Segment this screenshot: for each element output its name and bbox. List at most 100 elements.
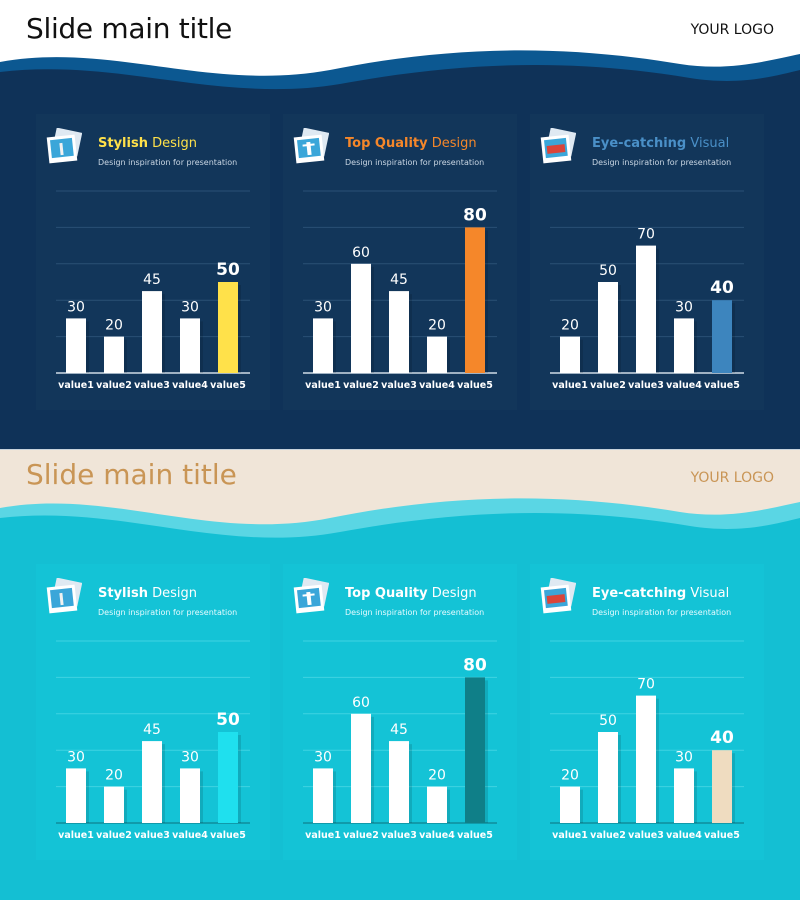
category-label: value5 — [210, 380, 246, 391]
category-label: value4 — [172, 380, 208, 391]
photo-stack-icon — [46, 578, 82, 614]
chart-panel-top-quality: Top Quality Design Design inspiration fo… — [283, 564, 517, 860]
panel-heading-rest: Design — [147, 586, 197, 601]
bar-value2 — [351, 713, 371, 823]
bar-value3 — [142, 741, 162, 823]
data-label: 80 — [463, 205, 487, 225]
photo-stack-icon — [293, 578, 329, 614]
bar-value1 — [66, 318, 86, 373]
data-label: 30 — [675, 749, 693, 765]
bar-value3 — [142, 291, 162, 373]
panel-subtitle: Design inspiration for presentation — [592, 608, 732, 617]
logo-text: YOUR LOGO — [690, 470, 774, 486]
data-label: 20 — [428, 768, 446, 784]
bar-value4 — [674, 768, 694, 823]
panel-heading: Eye-catching Visual — [592, 586, 729, 601]
data-label: 40 — [710, 728, 734, 748]
category-label: value5 — [704, 380, 740, 391]
category-label: value3 — [381, 830, 417, 841]
bar-chart: 20 value1 50 value2 70 value3 30 value4 40 value5 — [550, 190, 744, 391]
panel-heading-highlight: Stylish — [98, 136, 148, 151]
panel-heading: Eye-catching Visual — [592, 136, 729, 151]
bar-value4 — [674, 318, 694, 373]
category-label: value3 — [628, 380, 664, 391]
bar-value2 — [351, 263, 371, 373]
chart-panel-eye-catching: Eye-catching Visual Design inspiration f… — [530, 114, 764, 410]
data-label: 40 — [710, 278, 734, 298]
data-label: 60 — [352, 695, 370, 711]
bar-chart: 30 value1 20 value2 45 value3 30 value4 50 value5 — [56, 640, 250, 841]
slide-title: Slide main title — [26, 12, 233, 45]
bar-value5 — [218, 732, 238, 823]
category-label: value3 — [134, 830, 170, 841]
bar-chart: 30 value1 60 value2 45 value3 20 value4 80 value5 — [303, 640, 497, 841]
photo-stack-icon — [46, 128, 82, 164]
panel-subtitle: Design inspiration for presentation — [345, 608, 485, 617]
panel-subtitle: Design inspiration for presentation — [98, 608, 238, 617]
data-label: 30 — [181, 749, 199, 765]
panel-heading: Stylish Design — [98, 586, 197, 601]
data-label: 50 — [216, 710, 240, 730]
panel-heading-highlight: Top Quality — [345, 586, 428, 601]
bar-value1 — [66, 768, 86, 823]
data-label: 30 — [314, 749, 332, 765]
photo-stack-icon — [540, 128, 576, 164]
panel-subtitle: Design inspiration for presentation — [345, 158, 485, 167]
chart-panel-top-quality: Top Quality Design Design inspiration fo… — [283, 114, 517, 410]
slide-dark: Slide main title YOUR LOGO Stylish Desig… — [0, 12, 800, 450]
data-label: 80 — [463, 655, 487, 675]
data-label: 20 — [428, 318, 446, 334]
data-label: 45 — [390, 272, 408, 288]
category-label: value4 — [666, 830, 702, 841]
category-label: value2 — [590, 380, 626, 391]
bar-chart: 30 value1 20 value2 45 value3 30 value4 50 value5 — [56, 190, 250, 391]
logo-text: YOUR LOGO — [690, 22, 774, 38]
category-label: value3 — [134, 380, 170, 391]
category-label: value4 — [419, 830, 455, 841]
panel-heading-highlight: Eye-catching — [592, 136, 687, 151]
category-label: value1 — [552, 380, 588, 391]
panel-subtitle: Design inspiration for presentation — [98, 158, 238, 167]
panel-heading-highlight: Top Quality — [345, 136, 428, 151]
data-label: 60 — [352, 245, 370, 261]
bar-value4 — [180, 768, 200, 823]
category-label: value1 — [58, 380, 94, 391]
bar-value3 — [389, 291, 409, 373]
panel-heading-rest: Design — [147, 136, 197, 151]
bar-value4 — [427, 336, 447, 373]
data-label: 30 — [67, 299, 85, 315]
category-label: value1 — [552, 830, 588, 841]
data-label: 30 — [181, 299, 199, 315]
data-label: 20 — [105, 768, 123, 784]
category-label: value2 — [343, 830, 379, 841]
data-label: 50 — [599, 263, 617, 279]
category-label: value3 — [381, 380, 417, 391]
bar-value2 — [104, 336, 124, 373]
panel-heading-rest: Visual — [686, 586, 730, 601]
bar-value5 — [465, 677, 485, 823]
data-label: 20 — [105, 318, 123, 334]
data-label: 20 — [561, 768, 579, 784]
photo-stack-icon — [540, 578, 576, 614]
bar-chart: 30 value1 60 value2 45 value3 20 value4 80 value5 — [303, 190, 497, 391]
panel-heading-rest: Visual — [686, 136, 730, 151]
category-label: value3 — [628, 830, 664, 841]
bar-chart: 20 value1 50 value2 70 value3 30 value4 40 value5 — [550, 640, 744, 841]
category-label: value5 — [457, 380, 493, 391]
bar-value2 — [598, 282, 618, 373]
bar-value3 — [636, 695, 656, 823]
data-label: 50 — [216, 260, 240, 280]
bar-value2 — [598, 732, 618, 823]
bar-value5 — [712, 300, 732, 373]
data-label: 30 — [67, 749, 85, 765]
category-label: value5 — [210, 830, 246, 841]
panel-heading: Stylish Design — [98, 136, 197, 151]
category-label: value4 — [419, 380, 455, 391]
bar-value1 — [313, 318, 333, 373]
category-label: value5 — [457, 830, 493, 841]
data-label: 30 — [314, 299, 332, 315]
bar-value3 — [636, 245, 656, 373]
data-label: 70 — [637, 677, 655, 693]
panel-heading: Top Quality Design — [345, 586, 477, 601]
panel-subtitle: Design inspiration for presentation — [592, 158, 732, 167]
